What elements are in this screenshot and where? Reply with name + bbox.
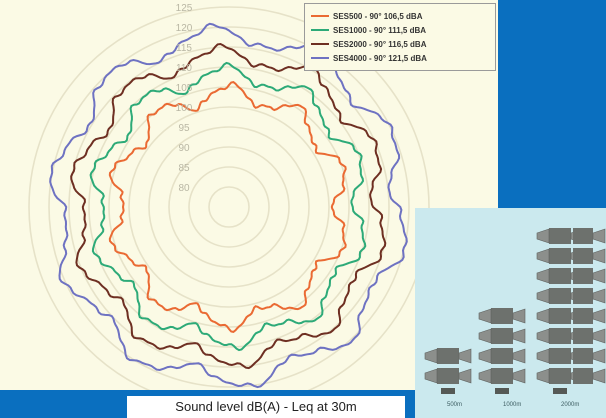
legend-label: SES1000 - 90° 111,5 dBA [333, 25, 427, 35]
speaker-cabinet [573, 308, 593, 324]
radial-tick-95: 95 [178, 123, 190, 134]
chart-legend: SES500 - 90° 106,5 dBA SES1000 - 90° 111,… [304, 3, 496, 71]
radial-tick-80: 80 [178, 183, 190, 194]
speaker-horn-right [592, 328, 606, 344]
speaker-horn-left [478, 328, 492, 344]
speaker-cabinet [573, 328, 593, 344]
polar-chart: 80 85 90 95 100 105 110 115 120 125 [28, 3, 430, 390]
radial-tick-105: 105 [176, 83, 193, 94]
legend-label: SES2000 - 90° 116,5 dBA [333, 39, 427, 49]
speaker-horn-left [536, 328, 550, 344]
speaker-cabinet [573, 288, 593, 304]
series-line-ses2000 [70, 42, 387, 370]
speaker-cabinet [573, 368, 593, 384]
radial-tick-115: 115 [176, 43, 192, 54]
legend-item: SES500 - 90° 106,5 dBA [311, 9, 495, 23]
speaker-cabinet [549, 308, 571, 324]
legend-swatch [311, 57, 329, 59]
grid-ring-85 [188, 166, 270, 248]
speaker-horn-left [536, 308, 550, 324]
speaker-cabinet [491, 348, 513, 364]
speaker-horn-left [536, 248, 550, 264]
speaker-horn-left [536, 228, 550, 244]
grid-ring-120 [48, 26, 410, 388]
speaker-cabinet [549, 228, 571, 244]
series-line-ses4000 [49, 22, 408, 389]
speaker-horn-left [424, 368, 438, 384]
series-line-ses1000 [89, 61, 367, 352]
photo-label-2000m: 2000m [561, 402, 580, 408]
speaker-horn-right [458, 348, 472, 364]
speaker-cabinet [491, 308, 513, 324]
radial-tick-110: 110 [176, 63, 192, 74]
legend-item: SES1000 - 90° 111,5 dBA [311, 23, 495, 37]
speaker-cabinet [549, 348, 571, 364]
grid-ring-95 [148, 126, 310, 288]
polar-chart-panel: 80 85 90 95 100 105 110 115 120 125 SES500 - 90° … [0, 0, 498, 390]
photo-label-1000m: 1000m [503, 402, 522, 408]
speaker-arrays-photo: 500m 1000m 2000m [415, 208, 606, 418]
speaker-base [553, 388, 567, 394]
speaker-horn-right [592, 268, 606, 284]
speaker-cabinet [549, 288, 571, 304]
speaker-horn-right [592, 248, 606, 264]
speaker-horn-right [512, 348, 526, 364]
speaker-cabinet [573, 248, 593, 264]
speaker-horn-left [478, 368, 492, 384]
speaker-horn-right [592, 308, 606, 324]
speaker-cabinet [491, 368, 513, 384]
speaker-cabinet [549, 268, 571, 284]
grid-ring-80 [208, 186, 250, 228]
series-line-ses500 [108, 81, 347, 333]
radial-tick-120: 120 [176, 23, 193, 34]
legend-item: SES2000 - 90° 116,5 dBA [311, 37, 495, 51]
legend-label: SES500 - 90° 106,5 dBA [333, 11, 423, 21]
legend-item: SES4000 - 90° 121,5 dBA [311, 51, 495, 65]
radial-tick-125: 125 [176, 3, 193, 14]
speaker-horn-right [592, 348, 606, 364]
speaker-horn-right [512, 308, 526, 324]
speaker-horn-left [424, 348, 438, 364]
speaker-cabinet [549, 328, 571, 344]
chart-caption: Sound level dB(A) - Leq at 30m [127, 396, 405, 418]
speaker-horn-left [536, 268, 550, 284]
grid-ring-115 [68, 46, 390, 368]
radial-tick-100: 100 [176, 103, 193, 114]
speaker-base [495, 388, 509, 394]
speaker-horn-right [512, 328, 526, 344]
speaker-horn-right [512, 368, 526, 384]
speaker-cabinet [573, 348, 593, 364]
speaker-cabinet [549, 368, 571, 384]
grid-ring-100 [128, 106, 330, 308]
speaker-arrays-illustration [424, 228, 606, 394]
legend-swatch [311, 43, 329, 45]
speaker-horn-left [478, 308, 492, 324]
speaker-horn-right [592, 368, 606, 384]
legend-swatch [311, 15, 329, 17]
grid-ring-90 [168, 146, 290, 268]
grid-ring-125 [28, 6, 430, 390]
speaker-base [441, 388, 455, 394]
radial-tick-85: 85 [178, 163, 190, 174]
speaker-cabinet [491, 328, 513, 344]
radial-tick-90: 90 [178, 143, 190, 154]
speaker-horn-right [592, 228, 606, 244]
speaker-horn-left [536, 368, 550, 384]
legend-swatch [311, 29, 329, 31]
grid-ring-110 [88, 66, 370, 348]
speaker-cabinet [573, 228, 593, 244]
speaker-horn-left [478, 348, 492, 364]
speaker-cabinet [573, 268, 593, 284]
legend-label: SES4000 - 90° 121,5 dBA [333, 53, 427, 63]
speaker-horn-right [592, 288, 606, 304]
speaker-horn-left [536, 348, 550, 364]
speaker-cabinet [437, 368, 459, 384]
speaker-cabinet [437, 348, 459, 364]
speaker-horn-left [536, 288, 550, 304]
speaker-cabinet [549, 248, 571, 264]
grid-ring-105 [108, 86, 350, 328]
photo-label-500m: 500m [447, 402, 463, 408]
speaker-horn-right [458, 368, 472, 384]
